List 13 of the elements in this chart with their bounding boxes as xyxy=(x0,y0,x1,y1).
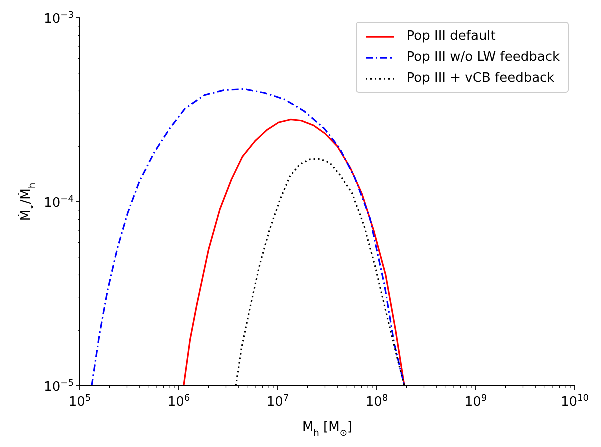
x-tick-label: 10$^{10}$ xyxy=(560,394,590,410)
legend-label: Pop III + vCB feedback xyxy=(406,71,555,86)
x-tick-label: 10$^{7}$ xyxy=(266,394,290,410)
legend-label: Pop III default xyxy=(406,29,496,44)
x-tick-label: 10$^{9}$ xyxy=(464,394,488,410)
x-tick-label: 10$^{5}$ xyxy=(68,394,92,410)
x-tick-label: 10$^{8}$ xyxy=(366,394,388,410)
y-tick-label: 10$^{−4}$ xyxy=(44,195,74,211)
x-axis-title: M$_{h}$ [M$_{⊙}$] xyxy=(302,420,353,439)
y-tick-label: 10$^{−5}$ xyxy=(44,379,74,395)
legend-label: Pop III w/o LW feedback xyxy=(406,50,560,65)
x-tick-label: 10$^{6}$ xyxy=(168,394,190,410)
y-tick-label: 10$^{−3}$ xyxy=(44,11,74,27)
